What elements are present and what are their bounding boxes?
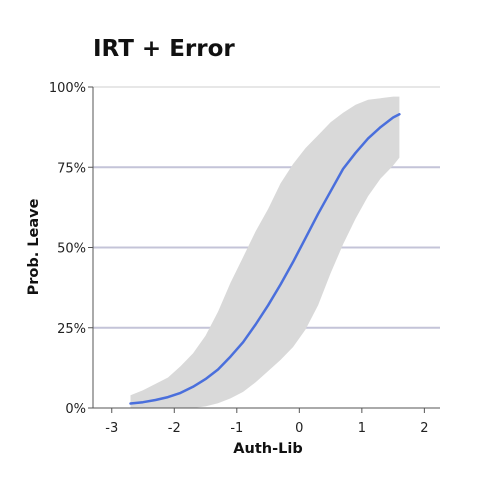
x-tick-label: -1 [230,421,243,436]
y-tick-label: 100% [49,81,86,96]
y-tick-label: 0% [65,402,86,417]
x-tick-label: 2 [420,421,428,436]
confidence-band [130,96,400,408]
x-tick-label: -2 [168,421,181,436]
series-line [129,113,401,405]
y-axis-ticks: 0% 25% 50% 75% 100% [49,81,93,417]
x-axis-label: Auth-Lib [233,441,302,457]
chart-title: IRT + Error [93,36,235,62]
x-tick-label: 0 [295,421,303,436]
y-tick-label: 50% [57,242,86,257]
y-tick-label: 25% [57,322,86,337]
y-tick-label: 75% [57,161,86,176]
x-axis-ticks: -3 -2 -1 0 1 2 [105,408,429,436]
x-tick-label: -3 [105,421,118,436]
y-axis-label: Prob. Leave [26,198,42,295]
x-tick-label: 1 [358,421,366,436]
